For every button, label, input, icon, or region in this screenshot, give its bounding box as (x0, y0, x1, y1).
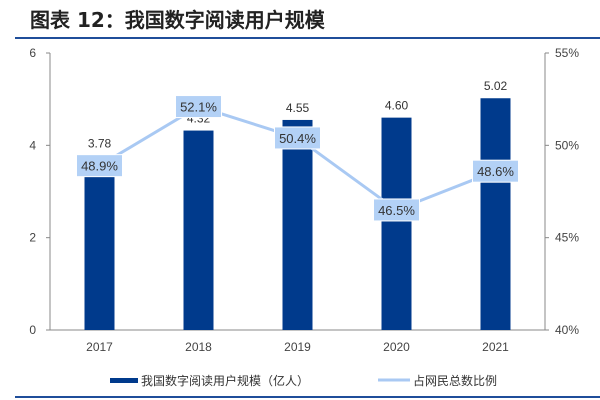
line-label-box (175, 95, 222, 119)
legend-bar-swatch (110, 378, 138, 383)
line-label: 50.4% (279, 131, 316, 146)
line-label-box (373, 198, 420, 222)
line-label: 48.6% (477, 164, 514, 179)
bar-label: 5.02 (484, 79, 508, 93)
bar-label: 4.60 (385, 99, 409, 113)
bar-label: 3.78 (88, 136, 112, 150)
line-label: 46.5% (378, 203, 415, 218)
left-tick-label: 6 (29, 46, 36, 60)
x-tick-label: 2018 (185, 340, 212, 354)
line-label-box (76, 154, 123, 178)
legend-bar-label: 我国数字阅读用户规模（亿人） (141, 373, 309, 388)
bar (480, 98, 511, 330)
bar (84, 155, 115, 330)
bar (282, 119, 313, 330)
left-tick-label: 4 (29, 138, 36, 152)
bottom-divider (15, 396, 600, 398)
line-label-box (472, 159, 519, 183)
bar (183, 130, 214, 330)
legend-line-label: 占网民总数比例 (413, 373, 497, 388)
x-tick-label: 2017 (86, 340, 113, 354)
title-divider (15, 37, 600, 39)
right-tick-label: 50% (555, 138, 579, 152)
right-tick-label: 55% (555, 46, 579, 60)
line-label: 52.1% (180, 100, 217, 115)
left-tick-label: 0 (29, 323, 36, 337)
bar (381, 117, 412, 330)
x-tick-label: 2021 (482, 340, 509, 354)
left-tick-label: 2 (29, 231, 36, 245)
x-tick-label: 2019 (284, 340, 311, 354)
line-label-box (274, 126, 321, 150)
chart-title: 图表 12：我国数字阅读用户规模 (30, 8, 325, 32)
right-tick-label: 45% (555, 231, 579, 245)
x-tick-label: 2020 (383, 340, 410, 354)
right-tick-label: 40% (555, 323, 579, 337)
bar-label: 4.55 (286, 101, 310, 115)
line-label: 48.9% (81, 159, 118, 174)
